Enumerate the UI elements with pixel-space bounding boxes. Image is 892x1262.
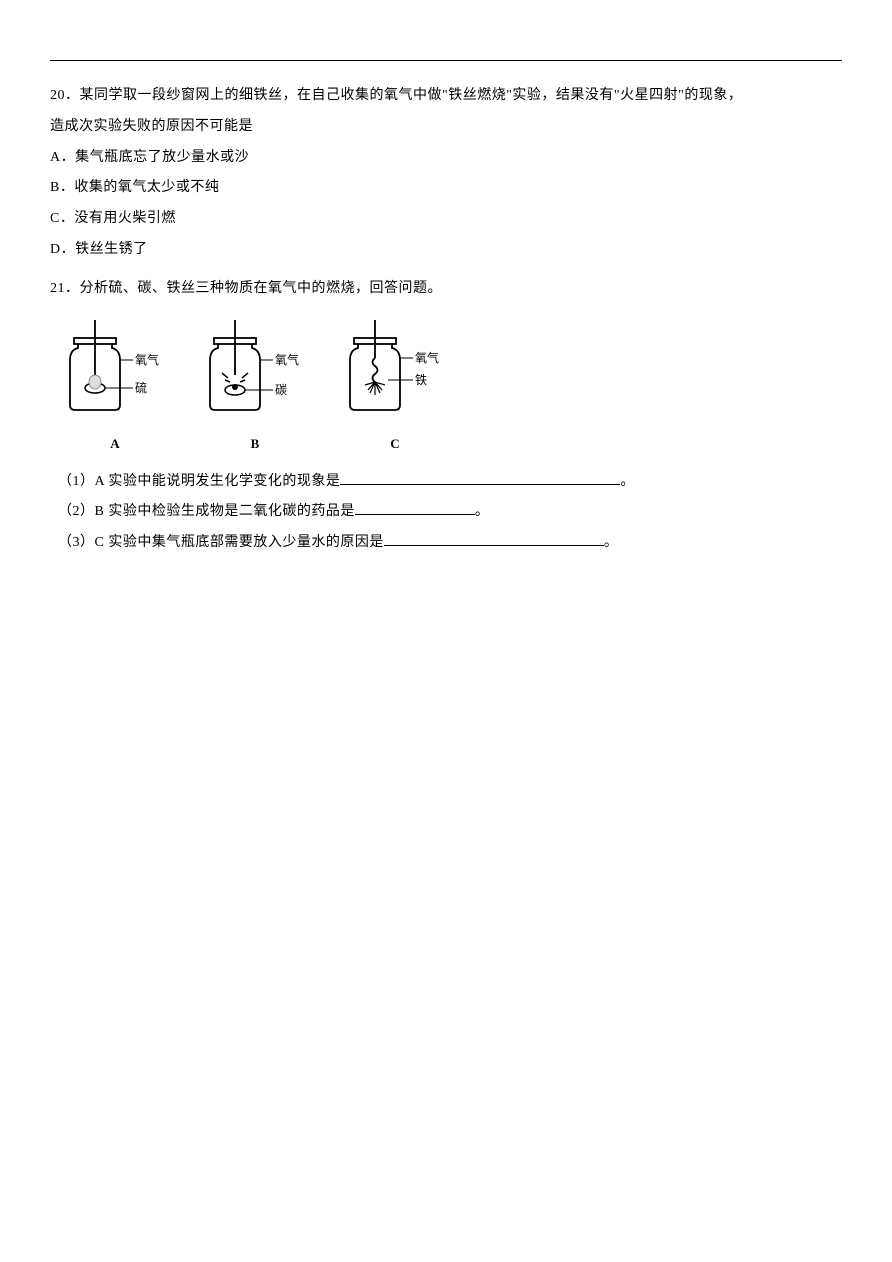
jar-b-container: 氧气 碳 B — [200, 320, 310, 452]
q21-sub1-blank — [340, 471, 620, 485]
jar-c-svg: 氧气 铁 — [340, 320, 450, 430]
jar-c-label: C — [390, 436, 399, 452]
jar-c-container: 氧气 铁 C — [340, 320, 450, 452]
jar-b-svg: 氧气 碳 — [200, 320, 310, 430]
jar-c-substance-label: 铁 — [415, 373, 427, 387]
q21-number: 21． — [50, 281, 80, 296]
q21-sub2: （2）B 实验中检验生成物是二氧化碳的药品是 。 — [50, 497, 842, 528]
jar-a-substance-label: 硫 — [135, 380, 147, 395]
q20-stem-line1: 20．某同学取一段纱窗网上的细铁丝，在自己收集的氧气中做"铁丝燃烧"实验，结果没… — [50, 81, 842, 112]
jar-a-label: A — [110, 436, 119, 452]
q20-stem-line2: 造成次实验失败的原因不可能是 — [50, 112, 842, 143]
q21-sub2-suffix: 。 — [475, 504, 490, 519]
q21-sub3-suffix: 。 — [604, 535, 619, 550]
q21-sub1: （1）A 实验中能说明发生化学变化的现象是 。 — [50, 467, 842, 498]
q21-sub1-suffix: 。 — [620, 474, 635, 489]
header-rule — [50, 60, 842, 61]
diagram-row: 氧气 硫 A 氧气 — [60, 320, 842, 452]
jar-b-gas-label: 氧气 — [275, 352, 299, 367]
q20-option-c: C．没有用火柴引燃 — [50, 204, 842, 235]
jar-a-container: 氧气 硫 A — [60, 320, 170, 452]
q20-option-a: A．集气瓶底忘了放少量水或沙 — [50, 143, 842, 174]
q21-sub2-prefix: （2）B 实验中检验生成物是二氧化碳的药品是 — [58, 504, 355, 519]
question-20: 20．某同学取一段纱窗网上的细铁丝，在自己收集的氧气中做"铁丝燃烧"实验，结果没… — [50, 81, 842, 266]
jar-a-gas-label: 氧气 — [135, 352, 159, 367]
jar-c-gas-label: 氧气 — [415, 350, 439, 365]
q20-option-d: D．铁丝生锈了 — [50, 235, 842, 266]
q21-sub3-prefix: （3）C 实验中集气瓶底部需要放入少量水的原因是 — [58, 535, 384, 550]
jar-b-substance-label: 碳 — [275, 383, 287, 397]
q21-sub3: （3）C 实验中集气瓶底部需要放入少量水的原因是 。 — [50, 528, 842, 559]
q21-sub2-blank — [355, 501, 475, 515]
q21-stem-text: 分析硫、碳、铁丝三种物质在氧气中的燃烧，回答问题。 — [80, 281, 443, 296]
jar-a-svg: 氧气 硫 — [60, 320, 170, 430]
q20-number: 20． — [50, 88, 80, 103]
question-21: 21．分析硫、碳、铁丝三种物质在氧气中的燃烧，回答问题。 氧气 硫 A — [50, 274, 842, 559]
jar-b-label: B — [251, 436, 260, 452]
q21-sub3-blank — [384, 532, 604, 546]
q20-option-b: B．收集的氧气太少或不纯 — [50, 173, 842, 204]
q21-sub1-prefix: （1）A 实验中能说明发生化学变化的现象是 — [58, 474, 340, 489]
q21-stem: 21．分析硫、碳、铁丝三种物质在氧气中的燃烧，回答问题。 — [50, 274, 842, 305]
q20-stem-text1: 某同学取一段纱窗网上的细铁丝，在自己收集的氧气中做"铁丝燃烧"实验，结果没有"火… — [80, 88, 743, 103]
